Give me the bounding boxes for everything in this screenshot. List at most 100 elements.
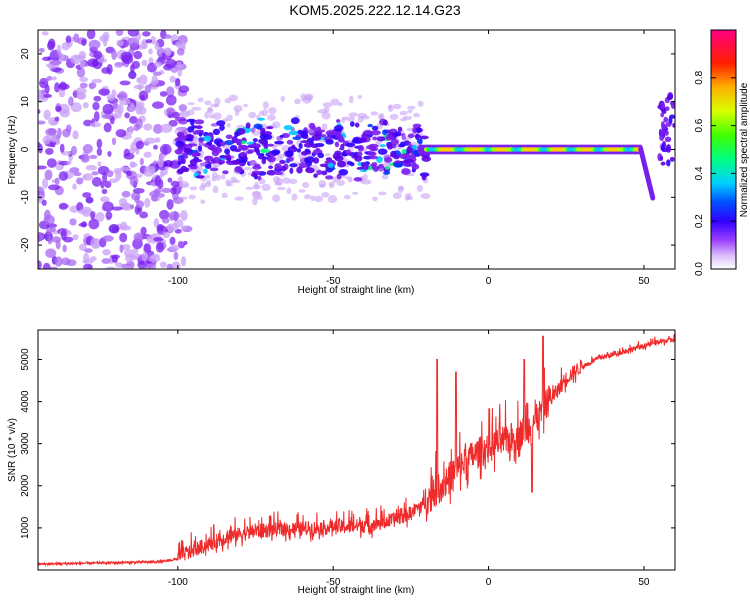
- spectrogram-cell: [133, 50, 143, 60]
- spectrogram-cell: [88, 82, 97, 89]
- spectrogram-cell: [252, 138, 258, 143]
- spectrogram-cell: [262, 101, 269, 109]
- spectrogram-cell: [387, 144, 393, 150]
- spectrogram-cell: [82, 173, 94, 181]
- spectrogram-cell: [58, 202, 68, 210]
- spectrogram-cell: [129, 102, 135, 112]
- spectrogram-cell: [155, 242, 164, 253]
- spectrogram-cell: [181, 225, 188, 231]
- spectrogram-cell: [148, 255, 161, 263]
- spectrogram-cell: [411, 161, 417, 168]
- spectrogram-cell: [267, 114, 276, 121]
- spectrogram-cell: [222, 170, 229, 175]
- spectrogram-cell: [385, 134, 394, 141]
- spectrogram-cell: [144, 137, 157, 144]
- spectrogram-cell: [254, 181, 259, 190]
- spectrogram-cell: [188, 194, 196, 200]
- spectrogram-cell: [273, 156, 284, 161]
- spectrogram-cell: [224, 148, 231, 155]
- spectrogram-cell: [139, 74, 148, 85]
- spectrogram-cell: [253, 123, 263, 129]
- spectrogram-cell: [305, 167, 315, 174]
- spectrogram-cell: [186, 109, 195, 116]
- spectrogram-cell: [317, 152, 325, 159]
- spectrogram-cell: [115, 30, 124, 37]
- spectrogram-cell: [129, 116, 138, 124]
- spectrogram-cell: [75, 177, 84, 185]
- spectrogram-cell: [132, 187, 145, 194]
- spectrogram-cell: [78, 222, 88, 227]
- spectrogram-y-tick-label: -20: [20, 237, 31, 252]
- spectrogram-cell: [321, 123, 328, 131]
- spectrogram-cell: [371, 125, 379, 131]
- spectrogram-cell: [59, 143, 65, 153]
- spectrogram-cell: [89, 154, 98, 159]
- spectrogram-cell: [101, 258, 111, 264]
- spectrogram-cell: [58, 171, 69, 181]
- spectrogram-cell: [116, 39, 125, 47]
- spectrogram-cell: [43, 214, 55, 226]
- spectrogram-cell: [303, 142, 313, 148]
- spectrogram-cell: [130, 255, 138, 261]
- spectrogram-cell: [169, 244, 180, 251]
- spectrogram-cell: [62, 244, 67, 253]
- spectrogram-cell: [102, 235, 114, 242]
- spectrogram-cell: [323, 106, 330, 113]
- spectrogram-cell: [178, 104, 187, 112]
- spectrogram-cell: [76, 201, 84, 212]
- spectrogram-cell: [383, 171, 391, 175]
- spectrogram-cell: [92, 101, 100, 111]
- spectrogram-cell: [154, 41, 160, 51]
- spectrogram-cell: [203, 135, 212, 142]
- spectrogram-cell: [236, 138, 242, 145]
- spectrogram-cell: [212, 128, 221, 136]
- spectrogram-x-label: Height of straight line (km): [298, 285, 415, 296]
- spectrogram-cell: [38, 232, 43, 243]
- snr-frame: [37, 329, 676, 571]
- spectrogram-cell: [80, 154, 90, 163]
- spectrogram-cell: [102, 201, 114, 212]
- spectrogram-cell: [351, 155, 360, 159]
- snr-y-tick-label: 3000: [20, 432, 31, 455]
- snr-panel: -100 -50 0 50 1000 2000 3000 4000 5000 Height o…: [7, 329, 676, 596]
- spectrogram-cell: [664, 130, 669, 136]
- spectrogram-cell: [220, 159, 226, 164]
- spectrogram-cell: [91, 176, 102, 187]
- spectrogram-cell: [672, 123, 675, 128]
- spectrogram-cell: [376, 136, 386, 142]
- spectrogram-y-tick-label: 0: [20, 146, 31, 152]
- spectrogram-cell: [384, 166, 390, 170]
- spectrogram-cell: [93, 50, 103, 59]
- spectrogram-cell: [417, 100, 424, 108]
- spectrogram-cell: [54, 82, 60, 93]
- spectrogram-cell: [136, 101, 145, 109]
- spectrogram-cell: [243, 167, 252, 171]
- spectrogram-cell: [61, 41, 70, 51]
- spectrogram-cell: [333, 124, 344, 132]
- spectrogram-cell: [115, 129, 127, 138]
- spectrogram-cell: [96, 211, 105, 222]
- spectrogram-cell: [73, 33, 80, 43]
- spectrogram-cell: [659, 130, 666, 136]
- snr-x-tick-label: 0: [486, 577, 492, 588]
- spectrogram-cell: [47, 38, 56, 50]
- spectrogram-cell: [660, 121, 665, 129]
- spectrogram-cell: [392, 103, 402, 110]
- spectrogram-cell: [411, 145, 418, 150]
- spectrogram-cell: [43, 93, 53, 98]
- spectrogram-cell: [198, 138, 204, 143]
- spectrogram-cell: [175, 40, 187, 49]
- spectrogram-cell: [119, 225, 132, 231]
- snr-x-label: Height of straight line (km): [298, 585, 415, 596]
- spectrogram-x-ticks: -100 -50 0 50: [168, 30, 650, 287]
- spectrogram-cell: [142, 31, 151, 37]
- spectrogram-cell: [39, 78, 49, 83]
- colorbar: 0.0 0.2 0.4 0.6 0.8 Normalized spectral ampl…: [694, 29, 750, 276]
- spectrogram-cell: [407, 105, 416, 110]
- spectrogram-cell: [166, 263, 173, 269]
- spectrogram-cell: [390, 138, 399, 146]
- spectrogram-cell: [189, 165, 198, 170]
- spectrogram-cell: [349, 95, 354, 104]
- spectrogram-cell: [206, 141, 213, 146]
- spectrogram-cell: [406, 141, 412, 146]
